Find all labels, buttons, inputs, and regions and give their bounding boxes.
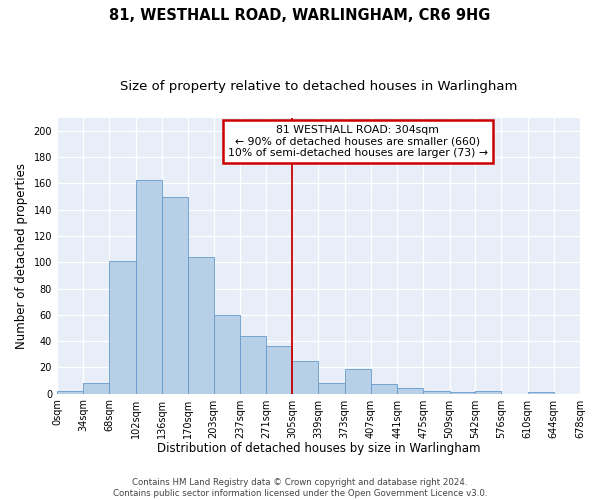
Bar: [475, 391, 502, 394]
X-axis label: Distribution of detached houses by size in Warlingham: Distribution of detached houses by size …: [157, 442, 480, 455]
Bar: [214, 315, 240, 394]
Bar: [162, 196, 188, 394]
Bar: [397, 388, 424, 394]
Bar: [527, 392, 554, 394]
Bar: [109, 261, 136, 394]
Bar: [292, 361, 319, 394]
Bar: [240, 336, 266, 394]
Bar: [57, 391, 83, 394]
Bar: [580, 391, 600, 394]
Text: 81, WESTHALL ROAD, WARLINGHAM, CR6 9HG: 81, WESTHALL ROAD, WARLINGHAM, CR6 9HG: [109, 8, 491, 22]
Bar: [449, 392, 476, 394]
Bar: [266, 346, 292, 394]
Bar: [371, 384, 397, 394]
Title: Size of property relative to detached houses in Warlingham: Size of property relative to detached ho…: [120, 80, 517, 93]
Y-axis label: Number of detached properties: Number of detached properties: [15, 162, 28, 348]
Bar: [136, 180, 162, 394]
Text: Contains HM Land Registry data © Crown copyright and database right 2024.
Contai: Contains HM Land Registry data © Crown c…: [113, 478, 487, 498]
Bar: [83, 383, 109, 394]
Bar: [188, 257, 214, 394]
Bar: [424, 391, 449, 394]
Bar: [344, 368, 371, 394]
Bar: [319, 383, 344, 394]
Text: 81 WESTHALL ROAD: 304sqm
← 90% of detached houses are smaller (660)
10% of semi-: 81 WESTHALL ROAD: 304sqm ← 90% of detach…: [227, 124, 488, 158]
